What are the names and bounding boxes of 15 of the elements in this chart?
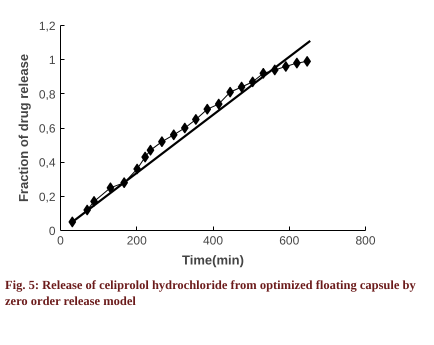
x-tick-label: 200 [126, 234, 148, 248]
y-tick-label: 0,4 [38, 156, 56, 170]
y-tick-label: 0 [48, 224, 56, 238]
x-tick-label: 600 [279, 234, 300, 248]
y-tick-label: 0,6 [38, 122, 56, 136]
y-tick-label: 1 [48, 53, 56, 68]
y-tick-label: 0,2 [38, 190, 56, 204]
x-tick-label: 400 [202, 234, 224, 248]
x-axis-title: Time(min) [182, 252, 244, 268]
y-tick-label: 1,2 [38, 19, 56, 33]
y-axis-title: Fraction of drug release [16, 54, 31, 202]
y-tick-label: 0,8 [38, 87, 56, 102]
caption: Fig. 5: Release of celiprolol hydrochloride from optimized floating capsule by zero order release model [5, 277, 417, 310]
x-tick-label: 800 [355, 234, 376, 248]
x-tick-label: 0 [57, 234, 64, 248]
